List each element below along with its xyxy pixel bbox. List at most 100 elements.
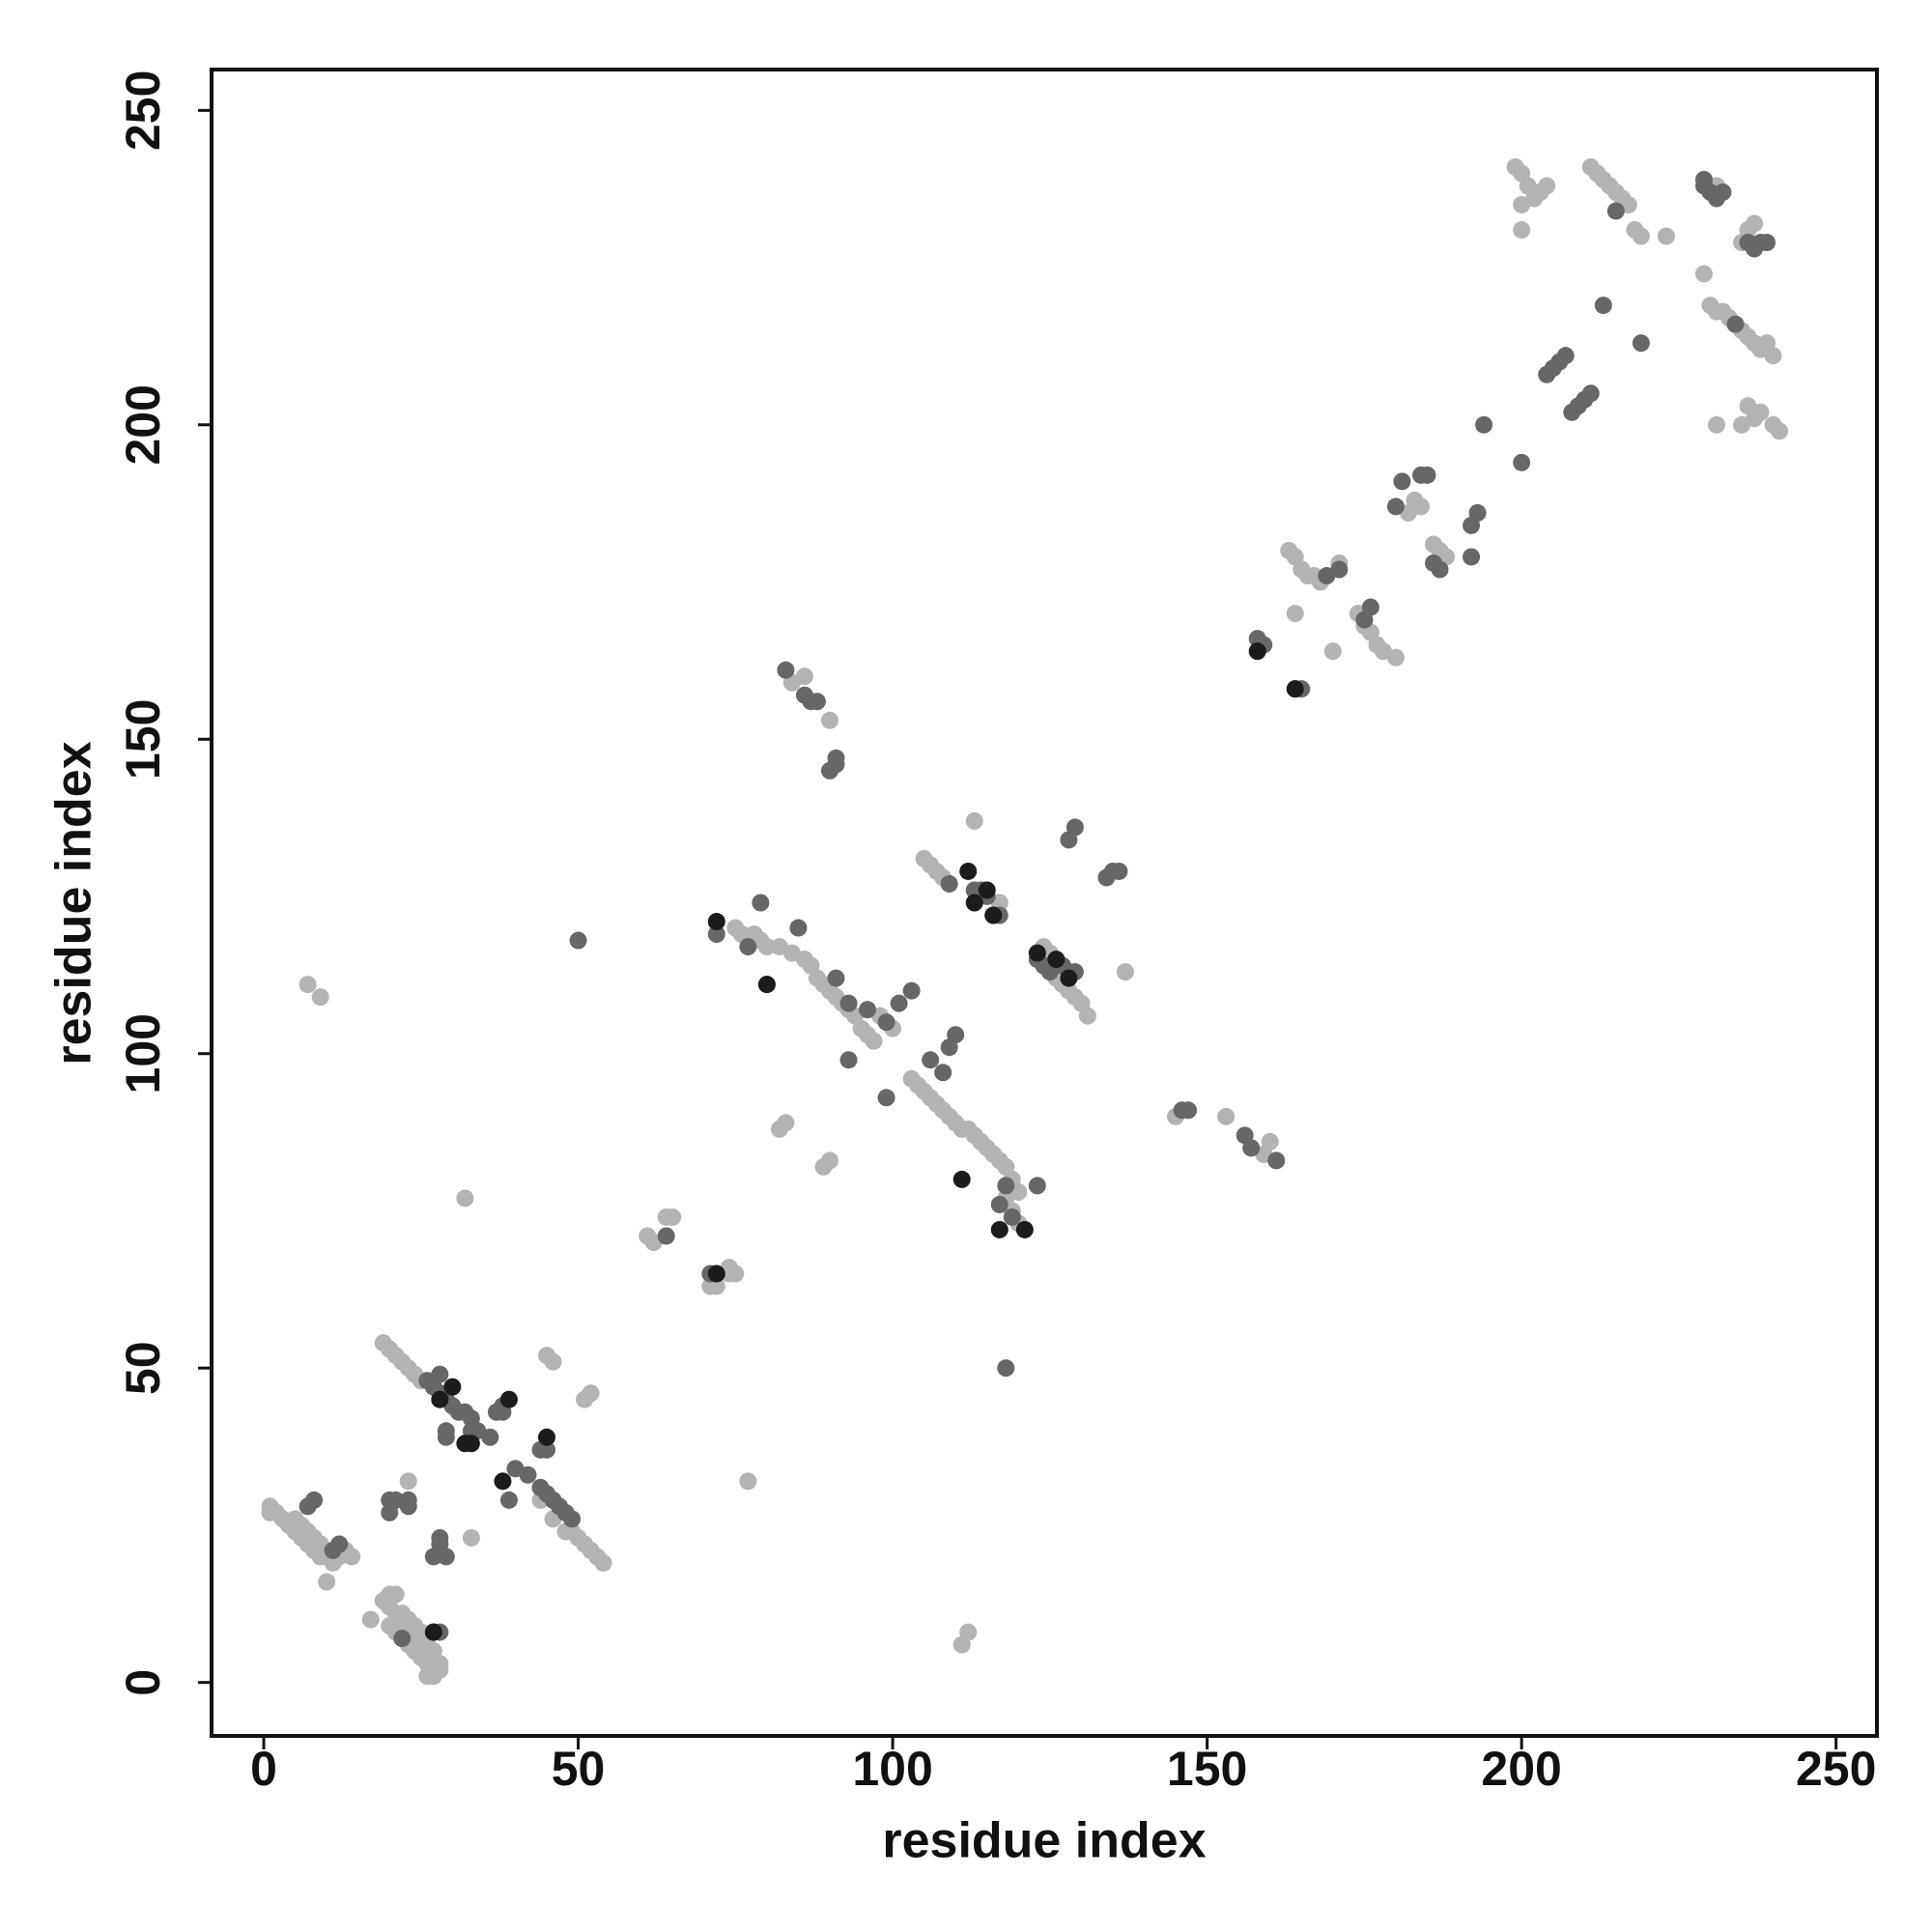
point (947, 1026, 965, 1044)
point (1758, 234, 1776, 252)
point (443, 1378, 462, 1396)
point (777, 1114, 795, 1132)
point (1606, 202, 1625, 220)
point (934, 1064, 952, 1082)
x-tick-label: 200 (1481, 1742, 1561, 1796)
point (418, 1667, 437, 1686)
point (865, 1032, 883, 1050)
point (462, 1435, 480, 1453)
point (1733, 415, 1751, 434)
point (494, 1472, 512, 1491)
point (1764, 347, 1782, 365)
point (1267, 1151, 1286, 1170)
plot-frame (210, 68, 1879, 1738)
point (1173, 1101, 1191, 1120)
point (1393, 472, 1411, 491)
point (990, 1220, 1009, 1238)
point (707, 913, 725, 931)
y-tick-label: 0 (116, 1669, 170, 1696)
point (424, 1548, 442, 1566)
point (481, 1428, 499, 1446)
y-tick-label: 250 (116, 71, 170, 151)
point (1217, 1107, 1236, 1125)
point (538, 1440, 556, 1459)
point (978, 881, 996, 899)
x-tick-label: 150 (1167, 1742, 1247, 1796)
point (343, 1548, 361, 1566)
point (739, 1472, 757, 1491)
point (538, 1428, 556, 1446)
point (922, 1051, 940, 1069)
point (657, 1227, 675, 1245)
point (752, 894, 770, 912)
point (940, 874, 958, 893)
point (959, 862, 978, 880)
point (318, 1573, 336, 1591)
point (1771, 422, 1789, 440)
point (569, 931, 587, 950)
point (1015, 1220, 1034, 1238)
point (789, 919, 808, 937)
point (820, 761, 838, 780)
x-axis-title: residue index (882, 1813, 1206, 1869)
point (1386, 648, 1405, 667)
point (1323, 642, 1342, 661)
point (1065, 818, 1084, 837)
point (1657, 227, 1675, 245)
point (330, 1535, 349, 1553)
point (1361, 598, 1379, 616)
point (594, 1553, 612, 1572)
point (990, 1195, 1009, 1213)
point (1330, 560, 1349, 579)
point (1060, 969, 1078, 987)
point (1463, 548, 1481, 566)
point (1726, 315, 1745, 333)
point (1581, 384, 1600, 403)
point (563, 1510, 582, 1528)
point (952, 1635, 971, 1654)
point (984, 906, 1003, 924)
point (1538, 177, 1556, 195)
x-tick-label: 50 (552, 1742, 606, 1796)
point (1707, 415, 1725, 434)
point (424, 1623, 442, 1641)
point (1286, 605, 1304, 623)
point (1386, 497, 1405, 516)
y-axis-title: residue index (46, 741, 102, 1065)
point (839, 994, 858, 1012)
point (399, 1472, 417, 1491)
point (808, 693, 826, 711)
point (965, 894, 983, 912)
point (544, 1352, 562, 1371)
point (311, 988, 329, 1007)
point (1594, 297, 1612, 315)
point (757, 976, 776, 994)
point (499, 1390, 518, 1408)
point (1632, 227, 1650, 245)
point (576, 1390, 594, 1408)
point (664, 1208, 682, 1226)
point (1475, 415, 1493, 434)
point (997, 1359, 1015, 1378)
point (462, 1528, 480, 1547)
point (707, 925, 725, 944)
point (437, 1548, 455, 1566)
point (820, 1151, 838, 1170)
point (386, 1585, 405, 1604)
point (1556, 347, 1575, 365)
point (1714, 183, 1732, 201)
point (739, 938, 757, 956)
y-tick-label: 200 (116, 384, 170, 465)
y-tick-label: 50 (116, 1341, 170, 1395)
point (997, 1177, 1015, 1195)
point (707, 1264, 725, 1283)
point (399, 1497, 417, 1516)
point (361, 1610, 380, 1629)
point (1468, 503, 1487, 522)
point (1694, 265, 1713, 283)
x-tick-label: 250 (1796, 1742, 1876, 1796)
point (820, 711, 838, 729)
point (393, 1630, 412, 1648)
x-tick-label: 100 (852, 1742, 932, 1796)
